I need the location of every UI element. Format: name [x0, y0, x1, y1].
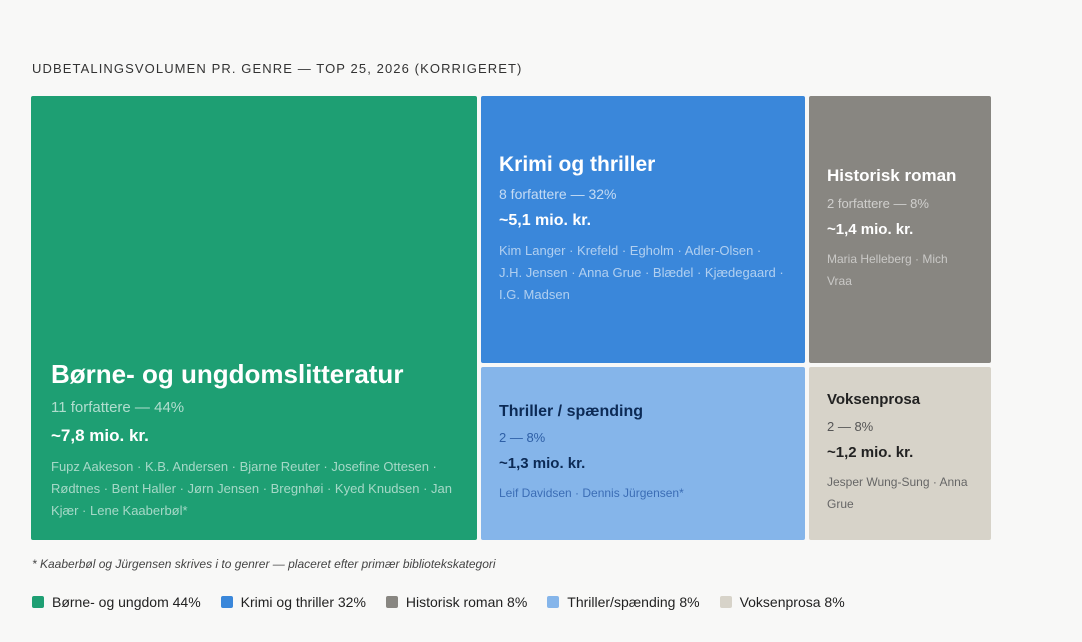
tile-subtitle: 2 forfattere — 8%: [827, 195, 929, 211]
legend-label: Krimi og thriller 32%: [240, 594, 366, 610]
legend-swatch: [385, 596, 398, 608]
legend-item-borne[interactable]: Børne- og ungdom 44%: [32, 594, 201, 610]
tile-name: Historisk roman: [827, 166, 957, 186]
legend-label: Thriller/spænding 8%: [567, 594, 700, 610]
tile-authors: Maria Helleberg · Mich Vraa: [827, 251, 948, 288]
footnote: * Kaaberbøl og Jürgensen skrives i to ge…: [32, 557, 496, 571]
legend-label: Voksenprosa 8%: [739, 594, 845, 610]
tile-authors: Kim Langer · Krefeld · Egholm · Adler-Ol…: [499, 243, 784, 303]
legend-item-voksen[interactable]: Voksenprosa 8%: [719, 594, 845, 610]
tile-historisk-roman[interactable]: Historisk roman 2 forfattere — 8% ~1,4 m…: [809, 96, 991, 363]
tile-name: Børne- og ungdomslitteratur: [51, 359, 404, 390]
legend-swatch: [32, 596, 44, 608]
tile-value: ~5,1 mio. kr.: [499, 212, 592, 230]
tile-value: ~1,3 mio. kr.: [499, 455, 586, 473]
legend-label: Børne- og ungdom 44%: [52, 594, 201, 610]
tile-value: ~7,8 mio. kr.: [51, 426, 149, 445]
tile-name: Krimi og thriller: [499, 152, 656, 176]
tile-krimi-og-thriller[interactable]: Krimi og thriller 8 forfattere — 32% ~5,…: [481, 96, 805, 363]
tile-thriller-spaending[interactable]: Thriller / spænding 2 — 8% ~1,3 mio. kr.…: [481, 367, 805, 540]
tile-subtitle: 11 forfattere — 44%: [51, 399, 185, 416]
legend: Børne- og ungdom 44% Krimi og thriller 3…: [32, 594, 845, 610]
tile-subtitle: 2 — 8%: [827, 418, 874, 434]
tile-name: Thriller / spænding: [499, 402, 644, 420]
tile-value: ~1,4 mio. kr.: [827, 220, 914, 238]
legend-item-krimi[interactable]: Krimi og thriller 32%: [220, 594, 366, 610]
legend-swatch: [719, 596, 732, 608]
tile-authors: Leif Davidsen · Dennis Jürgensen*: [499, 486, 684, 501]
legend-label: Historisk roman 8%: [405, 594, 528, 610]
legend-swatch: [547, 596, 560, 608]
tile-authors: Jesper Wung-Sung · Anna Grue: [827, 474, 968, 511]
chart-title: UDBETALINGSVOLUMEN PR. GENRE — TOP 25, 2…: [32, 61, 523, 76]
tile-subtitle: 2 — 8%: [499, 430, 546, 446]
legend-item-thriller[interactable]: Thriller/spænding 8%: [547, 594, 700, 610]
legend-item-historisk[interactable]: Historisk roman 8%: [385, 594, 528, 610]
tile-subtitle: 8 forfattere — 32%: [499, 186, 617, 203]
tile-value: ~1,2 mio. kr.: [827, 443, 914, 461]
legend-swatch: [220, 596, 233, 608]
tile-name: Voksenprosa: [827, 391, 921, 409]
tile-voksenprosa[interactable]: Voksenprosa 2 — 8% ~1,2 mio. kr. Jesper …: [809, 367, 991, 540]
tile-borne-og-ungdom[interactable]: Børne- og ungdomslitteratur 11 forfatter…: [31, 96, 477, 540]
tile-authors: Fupz Aakeson · K.B. Andersen · Bjarne Re…: [51, 459, 453, 518]
